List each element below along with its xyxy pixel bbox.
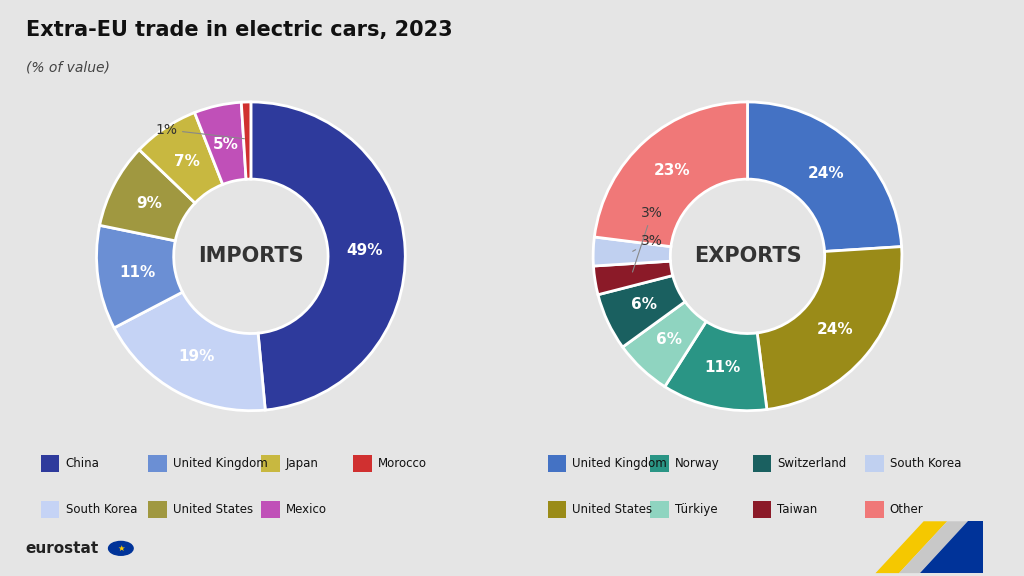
Wedge shape xyxy=(665,321,767,411)
Wedge shape xyxy=(195,103,246,184)
Text: 19%: 19% xyxy=(178,349,215,364)
Text: EXPORTS: EXPORTS xyxy=(693,247,802,266)
Text: 5%: 5% xyxy=(213,137,240,152)
Text: Mexico: Mexico xyxy=(286,503,327,516)
Text: Türkiye: Türkiye xyxy=(675,503,718,516)
Wedge shape xyxy=(251,102,406,410)
Wedge shape xyxy=(242,102,251,179)
Text: 1%: 1% xyxy=(155,123,245,139)
Wedge shape xyxy=(593,237,671,266)
Wedge shape xyxy=(757,247,902,410)
Text: 49%: 49% xyxy=(347,244,383,259)
Wedge shape xyxy=(623,302,707,386)
Text: South Korea: South Korea xyxy=(66,503,137,516)
Text: Japan: Japan xyxy=(286,457,318,470)
Text: United States: United States xyxy=(572,503,652,516)
Text: 6%: 6% xyxy=(656,332,682,347)
Text: Taiwan: Taiwan xyxy=(777,503,817,516)
Text: 9%: 9% xyxy=(137,196,163,211)
Text: IMPORTS: IMPORTS xyxy=(198,247,304,266)
Text: United States: United States xyxy=(173,503,253,516)
Text: 23%: 23% xyxy=(653,163,690,178)
Wedge shape xyxy=(99,150,195,241)
Wedge shape xyxy=(748,102,901,252)
Text: ★: ★ xyxy=(117,544,125,553)
Text: 24%: 24% xyxy=(817,321,854,336)
Text: 7%: 7% xyxy=(174,154,200,169)
Text: Other: Other xyxy=(890,503,924,516)
Wedge shape xyxy=(96,225,182,328)
Text: Morocco: Morocco xyxy=(378,457,427,470)
Wedge shape xyxy=(139,112,223,203)
Wedge shape xyxy=(594,102,748,247)
Text: 3%: 3% xyxy=(633,206,663,272)
Text: eurostat: eurostat xyxy=(26,541,99,556)
Text: 11%: 11% xyxy=(705,361,740,376)
Text: 6%: 6% xyxy=(631,297,657,312)
Text: 11%: 11% xyxy=(120,265,156,280)
Text: Norway: Norway xyxy=(675,457,720,470)
Text: 3%: 3% xyxy=(633,234,663,251)
Text: United Kingdom: United Kingdom xyxy=(173,457,268,470)
Text: China: China xyxy=(66,457,99,470)
Wedge shape xyxy=(114,292,265,411)
Wedge shape xyxy=(598,275,685,347)
Text: 24%: 24% xyxy=(807,165,844,180)
Text: United Kingdom: United Kingdom xyxy=(572,457,668,470)
Text: Switzerland: Switzerland xyxy=(777,457,847,470)
Text: Extra-EU trade in electric cars, 2023: Extra-EU trade in electric cars, 2023 xyxy=(26,20,453,40)
Text: South Korea: South Korea xyxy=(890,457,962,470)
Wedge shape xyxy=(594,261,673,295)
Text: (% of value): (% of value) xyxy=(26,60,110,74)
